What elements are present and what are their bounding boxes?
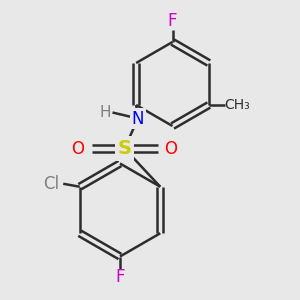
Text: F: F (115, 268, 125, 286)
Text: O: O (71, 140, 85, 158)
Text: N: N (132, 110, 144, 128)
Text: CH₃: CH₃ (224, 98, 250, 112)
Text: Cl: Cl (43, 175, 59, 193)
Text: H: H (99, 105, 111, 120)
Text: S: S (118, 139, 131, 158)
Text: O: O (164, 140, 178, 158)
Text: F: F (168, 12, 177, 30)
